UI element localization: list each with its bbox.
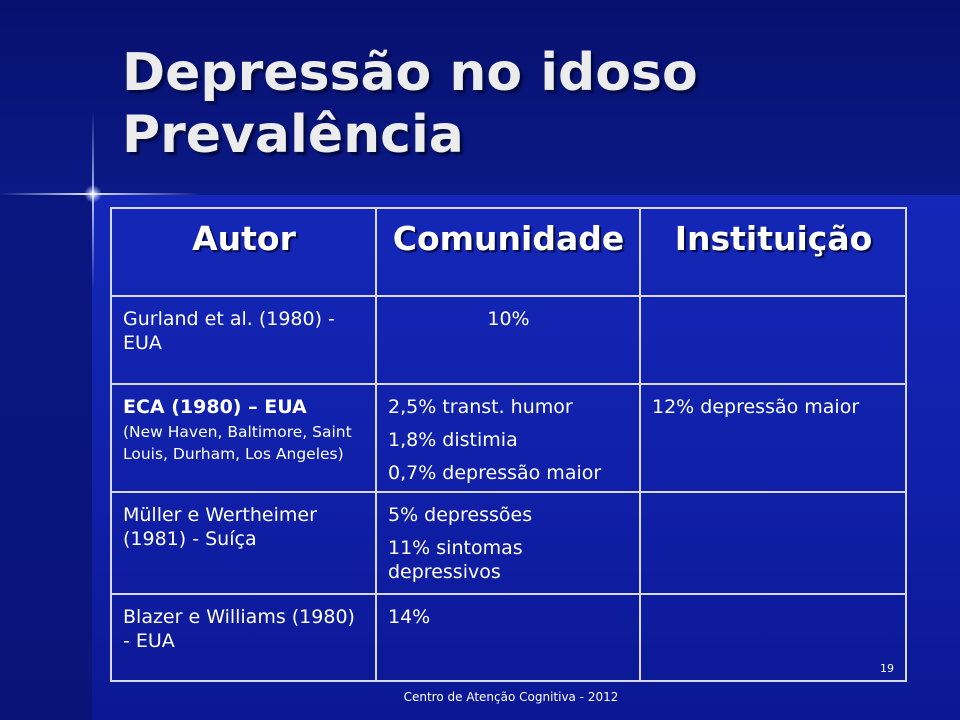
- table-row: ECA (1980) – EUA (New Haven, Baltimore, …: [110, 383, 907, 493]
- cell-comunidade-line: 2,5% transt. humor: [388, 396, 573, 418]
- cell-autor: Müller e Wertheimer (1981) - Suíça: [110, 491, 377, 595]
- cell-comunidade-line: 0,7% depressão maior: [388, 462, 602, 484]
- page-number: 19: [880, 662, 894, 675]
- cell-instituicao: [639, 593, 907, 682]
- cell-comunidade-line: 14%: [388, 606, 431, 628]
- slide-title-line-1: Depressão no idoso: [122, 43, 698, 103]
- cell-instituicao: [639, 491, 907, 595]
- header-instituicao: Instituição: [639, 207, 907, 297]
- slide-header-background: [0, 0, 960, 195]
- decorative-star-flare: [84, 185, 102, 203]
- header-comunidade: Comunidade: [375, 207, 641, 297]
- slide-footer: Centro de Atenção Cognitiva - 2012: [403, 690, 619, 704]
- cell-comunidade: 14%: [375, 593, 641, 682]
- slide-title-line-2: Prevalência: [122, 105, 464, 165]
- cell-comunidade-line: 10%: [487, 308, 530, 330]
- header-autor: Autor: [110, 207, 377, 297]
- cell-comunidade-line: 5% depressões: [388, 504, 533, 526]
- cell-autor: Blazer e Williams (1980) - EUA: [110, 593, 377, 682]
- cell-comunidade-line: 1,8% distimia: [388, 429, 518, 451]
- table-row: Müller e Wertheimer (1981) - Suíça 5% de…: [110, 491, 907, 595]
- table-row: Gurland et al. (1980) - EUA 10%: [110, 295, 907, 385]
- slide-left-band: [0, 195, 92, 720]
- cell-autor: ECA (1980) – EUA (New Haven, Baltimore, …: [110, 383, 377, 493]
- cell-comunidade: 5% depressões 11% sintomas depressivos: [375, 491, 641, 595]
- cell-autor-detail: (New Haven, Baltimore, Saint Louis, Durh…: [123, 423, 352, 463]
- cell-comunidade: 10%: [375, 295, 641, 385]
- cell-comunidade: 2,5% transt. humor 1,8% distimia 0,7% de…: [375, 383, 641, 493]
- cell-instituicao: 12% depressão maior: [639, 383, 907, 493]
- prevalence-table: Autor Comunidade Instituição Gurland et …: [110, 207, 907, 682]
- cell-autor: Gurland et al. (1980) - EUA: [110, 295, 377, 385]
- cell-instituicao: [639, 295, 907, 385]
- cell-autor-name: ECA (1980) – EUA: [123, 396, 307, 418]
- table-row: Blazer e Williams (1980) - EUA 14%: [110, 593, 907, 682]
- slide-title: Depressão no idoso Prevalência: [122, 42, 698, 166]
- cell-comunidade-line: 11% sintomas depressivos: [388, 537, 523, 583]
- table-header-row: Autor Comunidade Instituição: [110, 207, 907, 297]
